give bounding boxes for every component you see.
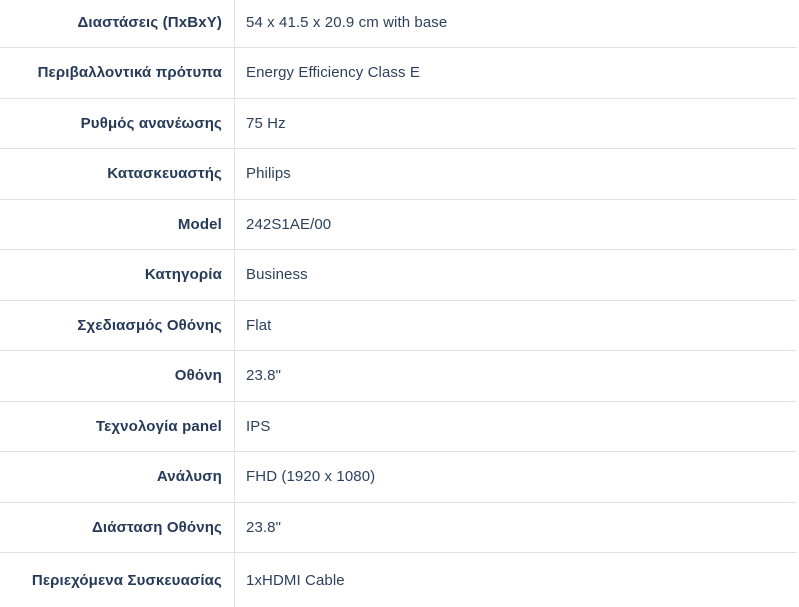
spec-label: Σχεδιασμός Οθόνης — [0, 300, 235, 350]
spec-row: Σχεδιασμός Οθόνης Flat — [0, 300, 797, 351]
spec-value: Philips — [246, 165, 291, 183]
spec-value: 23.8" — [246, 367, 282, 385]
spec-value: Energy Efficiency Class E — [246, 64, 420, 82]
spec-row: Διαστάσεις (ΠxΒxΥ) 54 x 41.5 x 20.9 cm w… — [0, 0, 797, 48]
spec-row: Ανάλυση FHD (1920 x 1080) — [0, 452, 797, 503]
spec-row: Κατηγορία Business — [0, 250, 797, 301]
spec-row: Οθόνη 23.8" — [0, 351, 797, 402]
spec-value: IPS — [246, 417, 271, 435]
spec-row: Ρυθμός ανανέωσης 75 Hz — [0, 98, 797, 149]
spec-value: Business — [246, 266, 308, 284]
spec-value: FHD (1920 x 1080) — [246, 468, 376, 486]
spec-row: Τεχνολογία panel IPS — [0, 401, 797, 452]
spec-label: Διαστάσεις (ΠxΒxΥ) — [0, 0, 235, 47]
spec-value: 75 Hz — [246, 114, 286, 132]
spec-value: Flat — [246, 316, 272, 334]
spec-value: 54 x 41.5 x 20.9 cm with base — [246, 13, 448, 31]
spec-row: Κατασκευαστής Philips — [0, 149, 797, 200]
spec-row: Διάσταση Οθόνης 23.8" — [0, 502, 797, 553]
spec-row: Περιεχόμενα Συσκευασίας 1xHDMI Cable — [0, 553, 797, 607]
spec-label: Περιεχόμενα Συσκευασίας — [0, 553, 235, 607]
spec-label: Οθόνη — [0, 351, 235, 401]
spec-label: Διάσταση Οθόνης — [0, 502, 235, 552]
spec-label: Περιβαλλοντικά πρότυπα — [0, 48, 235, 98]
spec-label: Ανάλυση — [0, 452, 235, 502]
spec-label: Model — [0, 199, 235, 249]
spec-label: Ρυθμός ανανέωσης — [0, 98, 235, 148]
spec-value: 242S1AE/00 — [246, 215, 332, 233]
spec-value: 23.8" — [246, 518, 282, 536]
spec-label: Κατηγορία — [0, 250, 235, 300]
spec-value: 1xHDMI Cable — [246, 571, 345, 589]
spec-row: Περιβαλλοντικά πρότυπα Energy Efficiency… — [0, 48, 797, 99]
spec-label: Τεχνολογία panel — [0, 401, 235, 451]
spec-row: Model 242S1AE/00 — [0, 199, 797, 250]
spec-label: Κατασκευαστής — [0, 149, 235, 199]
